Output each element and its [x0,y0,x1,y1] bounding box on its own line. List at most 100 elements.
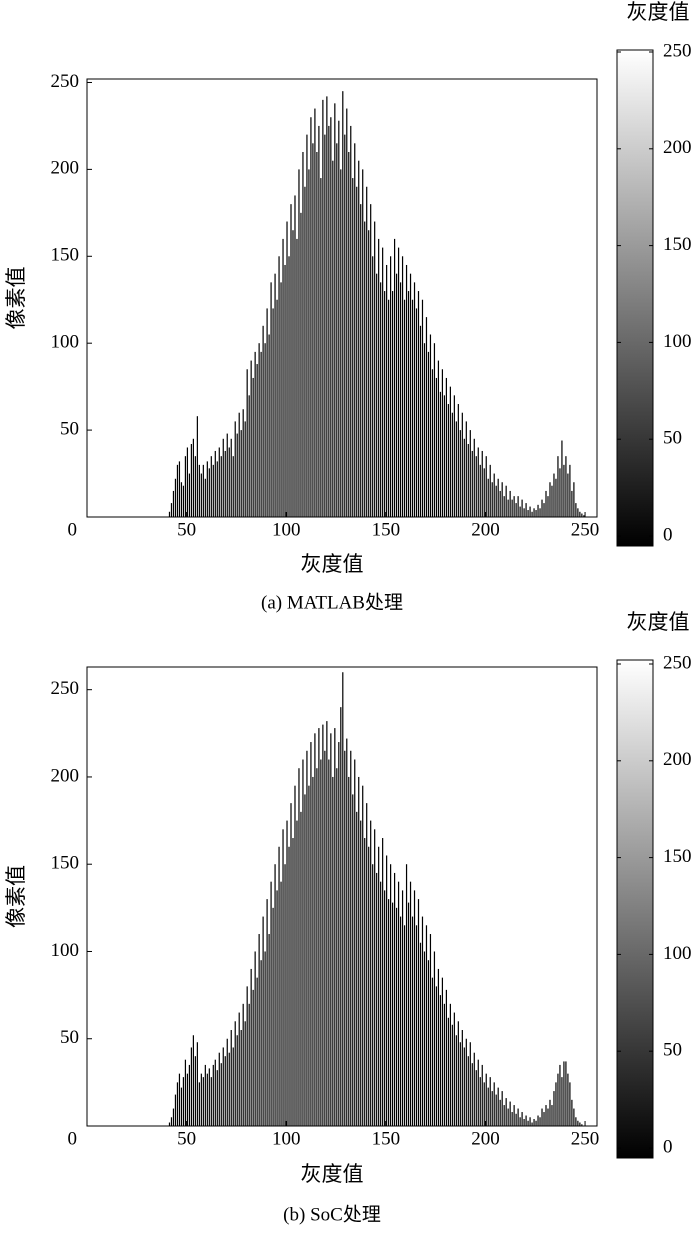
bar [280,881,282,1126]
bar [192,438,194,517]
bar [264,343,266,517]
bar [186,447,189,517]
bar [272,907,274,1126]
bar [392,902,394,1126]
bar [521,1112,523,1126]
bar [485,1073,487,1126]
bar [437,968,440,1126]
bar [573,482,575,517]
bar [204,478,206,517]
bar [210,1077,212,1126]
bar [469,1042,471,1126]
colorbar-tick-label: 250 [663,652,692,673]
bar [358,776,360,1126]
bar [382,247,384,517]
bar [252,989,254,1126]
bar [445,989,447,1126]
x-tick-label: 100 [272,519,301,540]
bar [320,759,322,1126]
bar [553,1091,555,1126]
bar [326,721,328,1126]
bar [515,503,517,517]
bar [405,264,408,517]
bar [395,907,398,1126]
bar [242,1003,244,1126]
bar [507,1108,509,1126]
bar [489,1077,491,1126]
bar [449,386,451,517]
bar [547,1108,549,1126]
bar [519,506,521,517]
bar [296,820,298,1126]
bar [374,221,376,517]
bar [417,899,420,1126]
bar [545,1105,547,1126]
bar [487,478,489,517]
bar [168,511,171,517]
bar [250,968,252,1126]
bar [569,464,571,517]
bar [392,291,394,517]
colorbar-tick-label: 50 [663,428,682,449]
bar [228,447,230,517]
bar [475,1070,477,1126]
bar [583,515,585,517]
bar [435,986,438,1126]
bar [368,846,370,1126]
bar [571,1099,573,1126]
bar [366,186,368,517]
bar [248,1003,250,1126]
bar [557,1073,559,1126]
bar [473,1052,475,1126]
bar [390,864,392,1126]
bar [260,351,262,517]
bar [170,1117,173,1126]
bar [208,1068,210,1126]
bar [360,204,362,517]
bar [324,750,326,1126]
bar [447,1017,449,1126]
x-tick-label: 100 [272,1128,301,1149]
bar [491,1091,493,1126]
bar [240,430,242,517]
bar [256,977,258,1126]
y-tick-label: 250 [51,71,80,92]
bar [541,499,543,517]
bar [535,1120,537,1126]
bar [236,433,238,517]
bar [286,221,288,517]
bar [495,1094,497,1126]
colorbar-tick-label: 150 [663,846,692,867]
bar [539,508,541,517]
x-tick-label: 150 [372,519,401,540]
bar [292,838,294,1126]
bar [403,299,406,517]
bar [196,1042,198,1126]
bar [198,464,200,517]
bar [352,794,354,1126]
y-axis-label: 像素值 [4,267,28,330]
bar [465,421,467,517]
bar [290,803,292,1126]
x-tick-label: 250 [571,1128,600,1149]
caption: (b) SoC处理 [283,1203,381,1225]
bar [236,1035,238,1126]
bar [487,1087,489,1126]
bar [419,942,422,1126]
bar [262,916,264,1126]
bar [366,803,368,1126]
bar [529,506,531,517]
bar [234,1021,236,1126]
caption: (a) MATLAB处理 [261,591,403,613]
bar [467,444,469,517]
bar [483,468,485,517]
bar [481,1064,483,1126]
bar [378,238,380,517]
bar [220,456,222,517]
bar [328,759,330,1126]
bar [429,934,432,1126]
colorbar-label: 灰度值 [627,0,690,24]
bar [176,464,179,517]
bar [537,504,539,517]
bar [501,482,503,517]
